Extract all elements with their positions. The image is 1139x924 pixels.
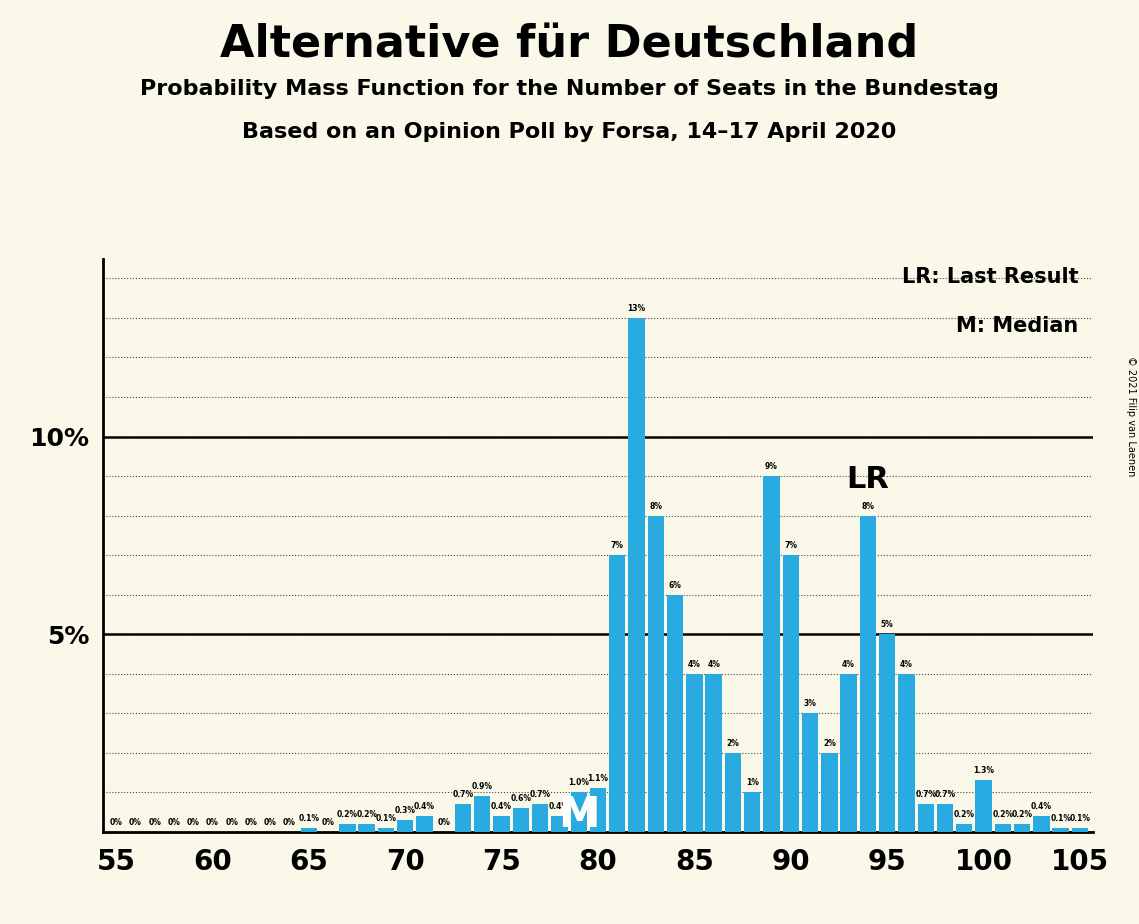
Text: 0.1%: 0.1%	[1050, 814, 1071, 823]
Bar	[532, 804, 548, 832]
Bar	[667, 594, 683, 832]
Text: 0.2%: 0.2%	[337, 810, 358, 819]
Bar	[821, 752, 837, 832]
Bar	[724, 752, 741, 832]
Text: 0%: 0%	[167, 818, 180, 827]
Bar	[782, 555, 798, 832]
Bar	[416, 816, 433, 832]
Text: M: Median: M: Median	[957, 316, 1079, 336]
Bar	[571, 792, 587, 832]
Text: 0%: 0%	[226, 818, 238, 827]
Text: 4%: 4%	[842, 660, 855, 669]
Bar	[629, 318, 645, 832]
Text: 4%: 4%	[688, 660, 700, 669]
Bar	[1014, 823, 1031, 832]
Bar	[744, 792, 761, 832]
Bar	[802, 713, 818, 832]
Text: 0.4%: 0.4%	[413, 802, 435, 811]
Text: LR: LR	[846, 465, 890, 493]
Bar	[359, 823, 375, 832]
Text: 5%: 5%	[880, 620, 893, 629]
Text: 13%: 13%	[628, 304, 646, 313]
Text: 0.3%: 0.3%	[395, 806, 416, 815]
Text: 1.1%: 1.1%	[588, 774, 608, 784]
Text: 0.2%: 0.2%	[357, 810, 377, 819]
Text: 0.4%: 0.4%	[1031, 802, 1052, 811]
Text: 8%: 8%	[649, 502, 662, 511]
Bar	[609, 555, 625, 832]
Text: © 2021 Filip van Laenen: © 2021 Filip van Laenen	[1126, 356, 1136, 476]
Bar	[454, 804, 472, 832]
Bar	[975, 780, 992, 832]
Text: 1.0%: 1.0%	[568, 778, 589, 787]
Bar	[956, 823, 973, 832]
Text: 0.9%: 0.9%	[472, 783, 493, 791]
Text: 0%: 0%	[129, 818, 141, 827]
Bar	[378, 828, 394, 832]
Text: 0%: 0%	[264, 818, 277, 827]
Bar	[899, 674, 915, 832]
Bar	[686, 674, 703, 832]
Bar	[398, 820, 413, 832]
Bar	[1052, 828, 1068, 832]
Bar	[474, 796, 491, 832]
Text: 0%: 0%	[284, 818, 296, 827]
Bar	[339, 823, 355, 832]
Bar	[918, 804, 934, 832]
Text: 0.1%: 0.1%	[376, 814, 396, 823]
Bar	[590, 788, 606, 832]
Text: 0%: 0%	[187, 818, 199, 827]
Bar	[648, 516, 664, 832]
Bar	[551, 816, 567, 832]
Text: 4%: 4%	[900, 660, 912, 669]
Text: Alternative für Deutschland: Alternative für Deutschland	[220, 23, 919, 67]
Text: 0.2%: 0.2%	[992, 810, 1014, 819]
Bar	[705, 674, 722, 832]
Bar	[841, 674, 857, 832]
Text: 8%: 8%	[861, 502, 875, 511]
Bar	[879, 634, 895, 832]
Text: 0.1%: 0.1%	[1070, 814, 1090, 823]
Text: 0.7%: 0.7%	[452, 790, 474, 799]
Text: 0.2%: 0.2%	[953, 810, 975, 819]
Text: 0.1%: 0.1%	[298, 814, 319, 823]
Text: 0.7%: 0.7%	[530, 790, 550, 799]
Bar	[936, 804, 953, 832]
Bar	[994, 823, 1011, 832]
Bar	[1072, 828, 1088, 832]
Text: 0%: 0%	[321, 818, 335, 827]
Text: 1.3%: 1.3%	[973, 767, 994, 775]
Bar	[513, 808, 528, 832]
Text: 9%: 9%	[765, 462, 778, 471]
Text: 7%: 7%	[611, 541, 624, 551]
Bar	[763, 476, 780, 832]
Text: 0.4%: 0.4%	[549, 802, 570, 811]
Text: 7%: 7%	[785, 541, 797, 551]
Text: 1%: 1%	[746, 778, 759, 787]
Text: 0.4%: 0.4%	[491, 802, 513, 811]
Text: 0.7%: 0.7%	[915, 790, 936, 799]
Text: M: M	[558, 794, 599, 836]
Bar	[1033, 816, 1049, 832]
Text: LR: Last Result: LR: Last Result	[902, 267, 1079, 287]
Text: 2%: 2%	[727, 739, 739, 748]
Text: 6%: 6%	[669, 581, 681, 590]
Text: 4%: 4%	[707, 660, 720, 669]
Text: 0%: 0%	[245, 818, 257, 827]
Text: 0.7%: 0.7%	[934, 790, 956, 799]
Text: 0.2%: 0.2%	[1011, 810, 1033, 819]
Text: Probability Mass Function for the Number of Seats in the Bundestag: Probability Mass Function for the Number…	[140, 79, 999, 99]
Text: 0%: 0%	[206, 818, 219, 827]
Text: 3%: 3%	[804, 699, 817, 709]
Bar	[860, 516, 876, 832]
Text: 0%: 0%	[109, 818, 123, 827]
Text: 0%: 0%	[437, 818, 450, 827]
Text: Based on an Opinion Poll by Forsa, 14–17 April 2020: Based on an Opinion Poll by Forsa, 14–17…	[243, 122, 896, 142]
Text: 0%: 0%	[148, 818, 161, 827]
Text: 0.6%: 0.6%	[510, 794, 532, 803]
Bar	[301, 828, 317, 832]
Bar	[493, 816, 510, 832]
Text: 2%: 2%	[822, 739, 836, 748]
